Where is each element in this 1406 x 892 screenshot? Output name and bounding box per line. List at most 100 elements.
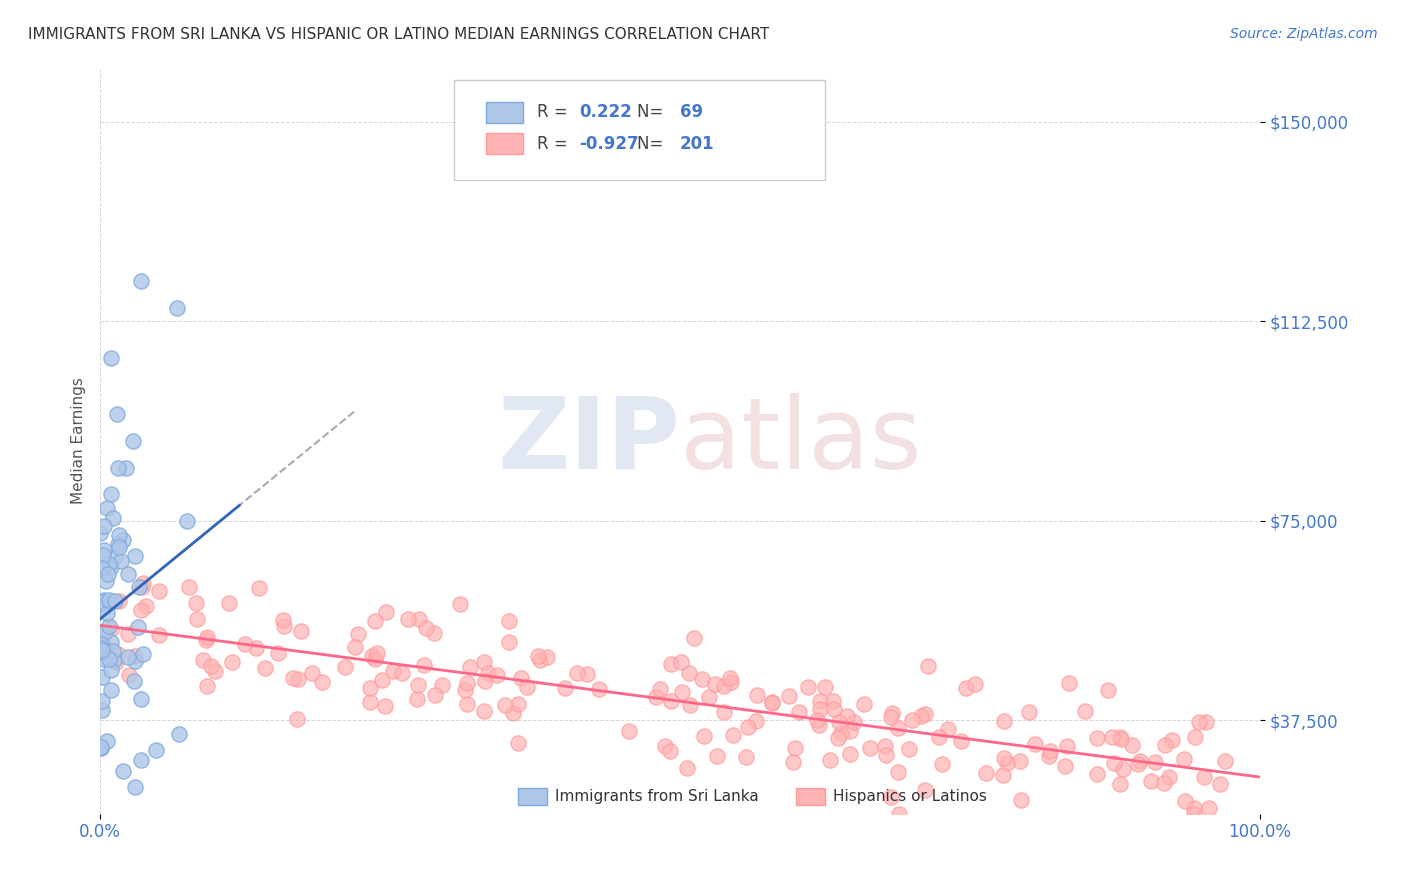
Point	[97, 557, 120, 571]
Point	[703, 677, 725, 691]
Point	[148, 584, 170, 599]
Point	[167, 727, 190, 741]
Text: Hispanics or Latinos: Hispanics or Latinos	[832, 789, 987, 804]
Point	[91, 703, 114, 717]
Point	[619, 724, 641, 739]
Point	[90, 637, 112, 651]
Point	[412, 657, 434, 672]
Point	[965, 677, 987, 691]
Point	[839, 747, 862, 761]
Point	[1173, 752, 1195, 766]
Point	[90, 739, 112, 754]
Point	[1038, 748, 1060, 763]
Point	[96, 607, 118, 621]
Point	[221, 655, 243, 669]
Point	[364, 614, 387, 628]
Point	[281, 671, 304, 685]
Point	[1112, 762, 1135, 776]
Point	[1008, 754, 1031, 768]
Point	[100, 351, 122, 365]
Point	[808, 694, 831, 708]
Point	[108, 594, 131, 608]
Point	[1195, 715, 1218, 730]
Point	[107, 408, 129, 422]
Y-axis label: Median Earnings: Median Earnings	[72, 377, 86, 505]
Point	[882, 706, 904, 721]
Point	[430, 678, 453, 692]
Point	[1129, 754, 1152, 768]
Point	[103, 653, 125, 667]
Point	[364, 652, 387, 666]
Point	[1182, 801, 1205, 815]
Point	[761, 696, 783, 710]
Point	[1109, 731, 1132, 746]
Point	[995, 756, 1018, 770]
Point	[91, 597, 114, 611]
Point	[914, 707, 936, 722]
Point	[93, 542, 115, 557]
Point	[415, 621, 437, 635]
Point	[97, 592, 120, 607]
Point	[839, 723, 862, 738]
Point	[648, 681, 671, 696]
Bar	[796, 789, 825, 805]
Point	[502, 706, 524, 720]
Point	[145, 743, 167, 757]
Point	[375, 605, 398, 619]
Point	[184, 596, 207, 610]
Point	[506, 736, 529, 750]
Point	[938, 722, 960, 736]
Point	[94, 625, 117, 640]
Point	[875, 739, 897, 753]
Point	[121, 434, 143, 448]
Point	[928, 730, 950, 744]
Point	[204, 664, 226, 678]
Point	[131, 576, 153, 591]
Point	[950, 734, 973, 748]
Point	[131, 580, 153, 594]
Point	[837, 709, 859, 723]
Point	[179, 580, 201, 594]
Text: R =: R =	[537, 135, 574, 153]
Point	[823, 694, 845, 708]
Point	[823, 702, 845, 716]
Point	[1085, 767, 1108, 781]
Point	[107, 537, 129, 551]
Point	[366, 646, 388, 660]
Point	[118, 668, 141, 682]
Point	[1101, 731, 1123, 745]
Point	[124, 654, 146, 668]
Point	[678, 665, 700, 680]
Text: Immigrants from Sri Lanka: Immigrants from Sri Lanka	[555, 789, 758, 804]
Point	[1174, 794, 1197, 808]
Point	[127, 620, 149, 634]
Point	[89, 526, 111, 541]
Point	[785, 741, 807, 756]
Point	[720, 675, 742, 690]
Point	[887, 765, 910, 780]
Point	[456, 676, 478, 690]
Point	[737, 720, 759, 734]
Point	[110, 554, 132, 568]
Point	[100, 560, 122, 574]
Point	[588, 681, 610, 696]
Point	[129, 603, 152, 617]
Point	[423, 625, 446, 640]
Point	[880, 789, 903, 804]
Bar	[486, 133, 523, 154]
Point	[554, 681, 576, 695]
Bar	[517, 789, 547, 805]
Point	[129, 753, 152, 767]
Point	[472, 656, 495, 670]
Point	[910, 709, 932, 723]
Point	[659, 744, 682, 758]
Point	[474, 673, 496, 688]
Point	[645, 690, 668, 704]
Point	[993, 751, 1015, 765]
Point	[1097, 683, 1119, 698]
Point	[852, 698, 875, 712]
Point	[148, 627, 170, 641]
Point	[536, 650, 558, 665]
Point	[124, 648, 146, 663]
Point	[1054, 759, 1077, 773]
